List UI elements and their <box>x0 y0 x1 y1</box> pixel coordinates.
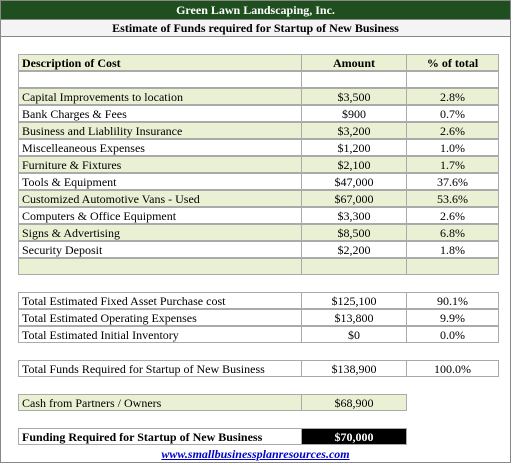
cost-cell: $1,200 <box>301 139 407 156</box>
cost-cell: Tools & Equipment <box>18 173 302 190</box>
subtitle: Estimate of Funds required for Startup o… <box>1 19 510 37</box>
cost-cell: Business and Liablility Insurance <box>18 122 302 139</box>
cost-cell: 6.8% <box>406 224 499 241</box>
cost-cell: 2.6% <box>406 207 499 224</box>
cash-cell: Cash from Partners / Owners <box>18 394 302 411</box>
cost-cell: 2.8% <box>406 88 499 105</box>
total-cell: $125,100 <box>301 292 407 309</box>
cost-cell: $3,200 <box>301 122 407 139</box>
grand-total-cell: 100.0% <box>406 360 499 377</box>
blank-cell <box>301 258 407 275</box>
cost-cell: $8,500 <box>301 224 407 241</box>
cost-cell: $2,100 <box>301 156 407 173</box>
cost-cell: $67,000 <box>301 190 407 207</box>
blank-cell <box>301 71 407 88</box>
grand-total-cell: $138,900 <box>301 360 407 377</box>
cash-cell: $68,900 <box>301 394 407 411</box>
cost-cell: 2.6% <box>406 122 499 139</box>
total-cell: Total Estimated Operating Expenses <box>18 309 302 326</box>
funding-amount: $70,000 <box>301 428 407 445</box>
grand-total-cell: Total Funds Required for Startup of New … <box>18 360 302 377</box>
cost-cell: 0.7% <box>406 105 499 122</box>
total-cell: 0.0% <box>406 326 499 343</box>
cost-cell: $2,200 <box>301 241 407 258</box>
footer-link[interactable]: www.smallbusinessplanresources.com <box>161 447 350 461</box>
total-cell: Total Estimated Initial Inventory <box>18 326 302 343</box>
cost-cell: Miscelleaneous Expenses <box>18 139 302 156</box>
cost-cell: Bank Charges & Fees <box>18 105 302 122</box>
cost-cell: 53.6% <box>406 190 499 207</box>
blank-cell <box>18 258 302 275</box>
cost-cell: Customized Automotive Vans - Used <box>18 190 302 207</box>
total-cell: $13,800 <box>301 309 407 326</box>
cost-cell: 37.6% <box>406 173 499 190</box>
cost-cell: 1.7% <box>406 156 499 173</box>
total-cell: 9.9% <box>406 309 499 326</box>
cost-cell: Furniture & Fixtures <box>18 156 302 173</box>
funding-label: Funding Required for Startup of New Busi… <box>18 428 302 445</box>
cost-cell: 1.0% <box>406 139 499 156</box>
blank-cell <box>406 258 499 275</box>
cost-cell: Security Deposit <box>18 241 302 258</box>
cost-cell: $3,300 <box>301 207 407 224</box>
blank-cell <box>406 71 499 88</box>
blank-cell <box>18 71 302 88</box>
cost-cell: $900 <box>301 105 407 122</box>
cost-cell: Signs & Advertising <box>18 224 302 241</box>
company-title: Green Lawn Landscaping, Inc. <box>1 1 510 19</box>
column-header: % of total <box>406 54 499 71</box>
column-header: Description of Cost <box>18 54 302 71</box>
total-cell: $0 <box>301 326 407 343</box>
cost-cell: 1.8% <box>406 241 499 258</box>
cost-cell: $47,000 <box>301 173 407 190</box>
cost-cell: Capital Improvements to location <box>18 88 302 105</box>
total-cell: 90.1% <box>406 292 499 309</box>
column-header: Amount <box>301 54 407 71</box>
cost-cell: $3,500 <box>301 88 407 105</box>
cost-cell: Computers & Office Equipment <box>18 207 302 224</box>
total-cell: Total Estimated Fixed Asset Purchase cos… <box>18 292 302 309</box>
